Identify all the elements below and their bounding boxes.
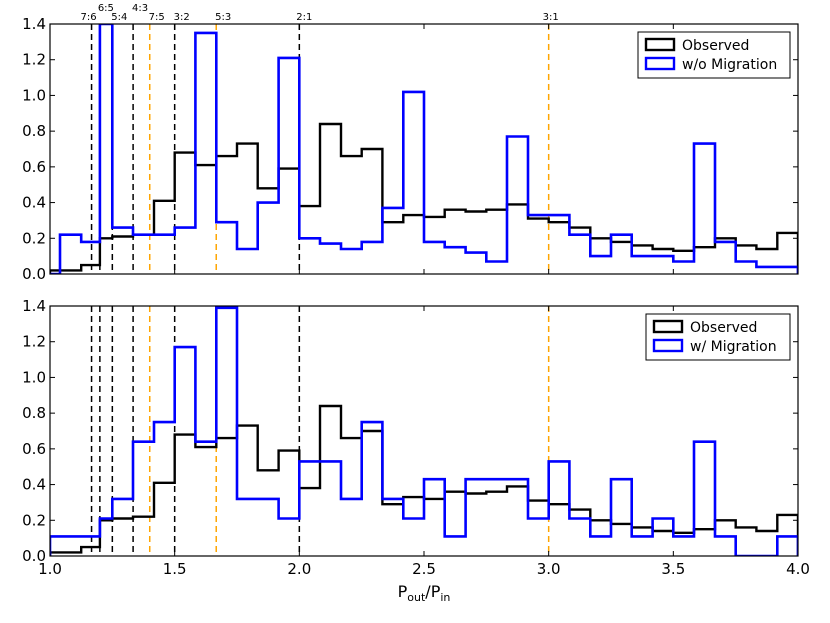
legend-swatch-model — [652, 338, 684, 353]
resonance-label-7-5: 7:5 — [149, 12, 165, 23]
y-tick-label: 0.2 — [22, 511, 46, 529]
x-tick-label: 1.5 — [163, 560, 187, 578]
y-tick-label: 0.8 — [22, 404, 46, 422]
y-tick-label: 0.6 — [22, 440, 46, 458]
x-tick-label: 3.5 — [661, 560, 685, 578]
legend-label-model: w/ Migration — [690, 339, 777, 355]
y-tick-label: 0.4 — [22, 194, 46, 212]
resonance-label-7-6: 7:6 — [81, 12, 97, 23]
y-tick-label: 0.2 — [22, 229, 46, 247]
legend-label-observed: Observed — [690, 320, 757, 336]
legend-label-model: w/o Migration — [682, 57, 777, 73]
y-tick-label: 1.0 — [22, 368, 46, 386]
legend-swatch-model — [644, 56, 676, 71]
y-tick-label: 1.0 — [22, 86, 46, 104]
y-tick-label: 1.4 — [22, 15, 46, 33]
y-tick-label: 0.8 — [22, 122, 46, 140]
x-tick-label: 1.0 — [38, 560, 62, 578]
resonance-label-5-3: 5:3 — [215, 12, 231, 23]
x-axis-label-part: out — [407, 591, 426, 604]
legend-swatch-observed — [644, 37, 676, 52]
legend-label-observed: Observed — [682, 38, 749, 54]
resonance-label-3-2: 3:2 — [174, 12, 190, 23]
x-axis-label-part: /P — [425, 582, 440, 601]
resonance-label-5-4: 5:4 — [111, 12, 127, 23]
resonance-label-4-3: 4:3 — [132, 3, 148, 14]
x-tick-label: 4.0 — [786, 560, 810, 578]
resonance-label-2-1: 2:1 — [296, 12, 312, 23]
panel-top: 0.0 0.2 0.4 0.6 0.8 1.0 1.2 1.4 Observed w/o Migr… — [22, 15, 799, 283]
x-axis-label: Pout/Pin — [398, 582, 451, 604]
resonance-label-6-5: 6:5 — [98, 3, 114, 14]
x-axis-label-part: P — [398, 582, 408, 601]
legend: Observed w/ Migration — [645, 313, 791, 361]
x-tick-label: 2.5 — [412, 560, 436, 578]
series-model-line — [50, 24, 798, 274]
panel-bottom: 0.0 0.2 0.4 0.6 0.8 1.0 1.2 1.4 Observed w/ Migra… — [22, 297, 799, 565]
y-tick-label: 1.2 — [22, 51, 46, 69]
series-model-line — [50, 306, 798, 556]
y-tick-label: 0.0 — [22, 265, 46, 283]
x-tick-label: 2.0 — [287, 560, 311, 578]
x-tick-label: 3.0 — [537, 560, 561, 578]
y-tick-label: 0.6 — [22, 158, 46, 176]
legend: Observed w/o Migration — [637, 31, 791, 79]
y-tick-label: 1.2 — [22, 333, 46, 351]
y-tick-label: 0.0 — [22, 547, 46, 565]
y-tick-label: 0.4 — [22, 476, 46, 494]
resonance-label-3-1: 3:1 — [543, 12, 559, 23]
y-tick-label: 1.4 — [22, 297, 46, 315]
x-axis-label-part: in — [440, 591, 450, 604]
legend-swatch-observed — [652, 319, 684, 334]
